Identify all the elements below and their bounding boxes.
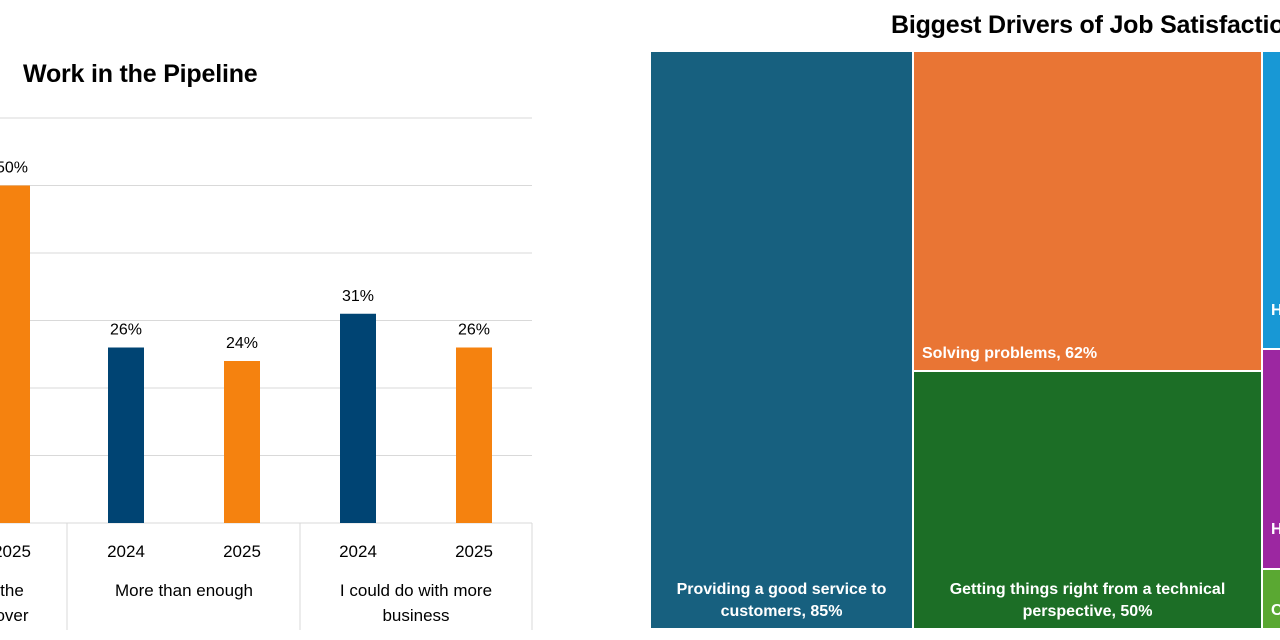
data-label: 26% [110, 322, 142, 339]
treemap-label: Providing a good service to [677, 581, 887, 598]
treemap-label: C [1271, 602, 1280, 619]
treemap-label: Solving problems, 62% [922, 345, 1097, 362]
x-tick-label: 2025 [455, 542, 493, 561]
treemap-label: perspective, 50% [1023, 603, 1153, 620]
category-label: over [0, 606, 29, 625]
data-label: 50% [0, 160, 28, 177]
pipeline-bar-chart: 50% 2025 the over 26% 2024 24% 2025 More than en… [0, 117, 533, 630]
x-tick-label: 2024 [107, 542, 145, 561]
data-label: 31% [342, 288, 374, 305]
category-label: the [0, 581, 24, 600]
treemap-label: H [1271, 302, 1280, 319]
treemap-label: H [1271, 521, 1280, 538]
treemap-tile [1263, 52, 1280, 348]
x-tick-label: 2025 [223, 542, 261, 561]
treemap-label: Getting things right from a technical [950, 581, 1226, 598]
treemap-tile [1263, 350, 1280, 568]
treemap-label: customers, 85% [721, 603, 843, 620]
x-tick-label: 2025 [0, 542, 31, 561]
bar-2025 [224, 361, 260, 523]
treemap-tile [1263, 570, 1280, 628]
bar-2024 [108, 347, 144, 523]
bar-2025 [0, 185, 30, 523]
bar-2025 [456, 347, 492, 523]
treemap-tile [914, 52, 1261, 370]
data-label: 24% [226, 335, 258, 352]
satisfaction-chart-title: Biggest Drivers of Job Satisfaction [891, 11, 1280, 39]
category-label: business [382, 606, 449, 625]
category-label: I could do with more [340, 581, 492, 600]
x-tick-label: 2024 [339, 542, 377, 561]
data-label: 26% [458, 322, 490, 339]
treemap-tile [914, 372, 1261, 628]
category-label: More than enough [115, 581, 253, 600]
treemap-tile [651, 52, 912, 628]
bar-2024 [340, 313, 376, 523]
pipeline-chart-title: Work in the Pipeline [23, 60, 258, 88]
